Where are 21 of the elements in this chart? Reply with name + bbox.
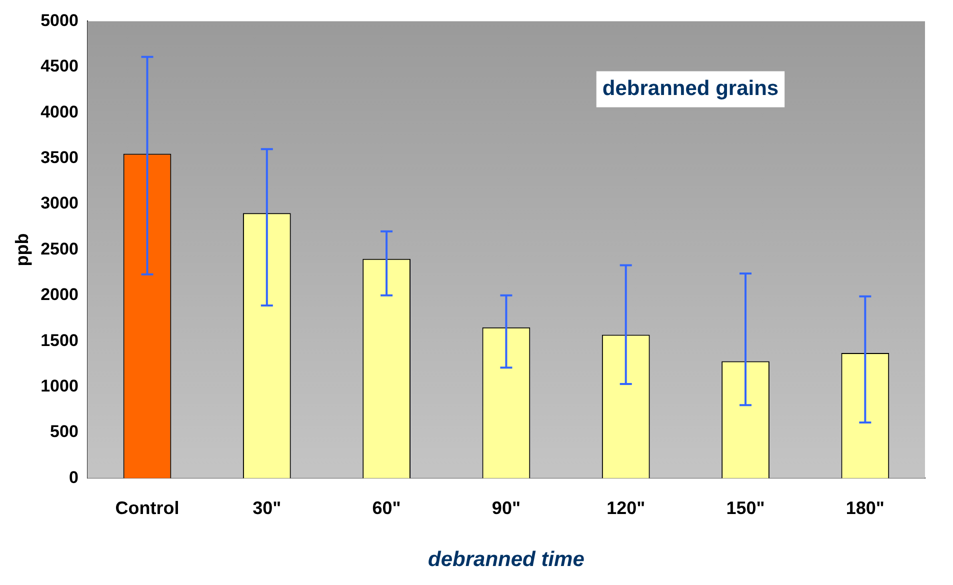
x-tick-label: 30" [252,498,282,518]
y-tick-label: 1500 [40,330,78,350]
y-tick-label: 1000 [40,376,78,396]
y-tick-label: 5000 [40,10,78,30]
y-tick-label: 3500 [40,148,78,167]
y-axis-title: ppb [12,233,32,266]
y-tick-label: 4000 [40,102,78,122]
y-tick-label: 2000 [40,285,78,304]
x-tick-label: 180" [846,498,884,518]
x-tick-label: 150" [726,498,765,518]
x-tick-label: 60" [372,498,401,518]
y-tick-label: 500 [50,422,78,442]
y-tick-label: 0 [68,468,78,487]
x-tick-label: 120" [606,498,646,518]
x-tick-label: 90" [492,498,520,518]
y-tick-label: 4500 [40,56,78,76]
x-axis-title: debranned time [428,548,585,572]
y-tick-label: 2500 [40,239,78,258]
annotation: debranned grains [602,76,779,100]
x-tick-label: Control [115,498,180,518]
y-tick-label: 3000 [40,194,78,213]
